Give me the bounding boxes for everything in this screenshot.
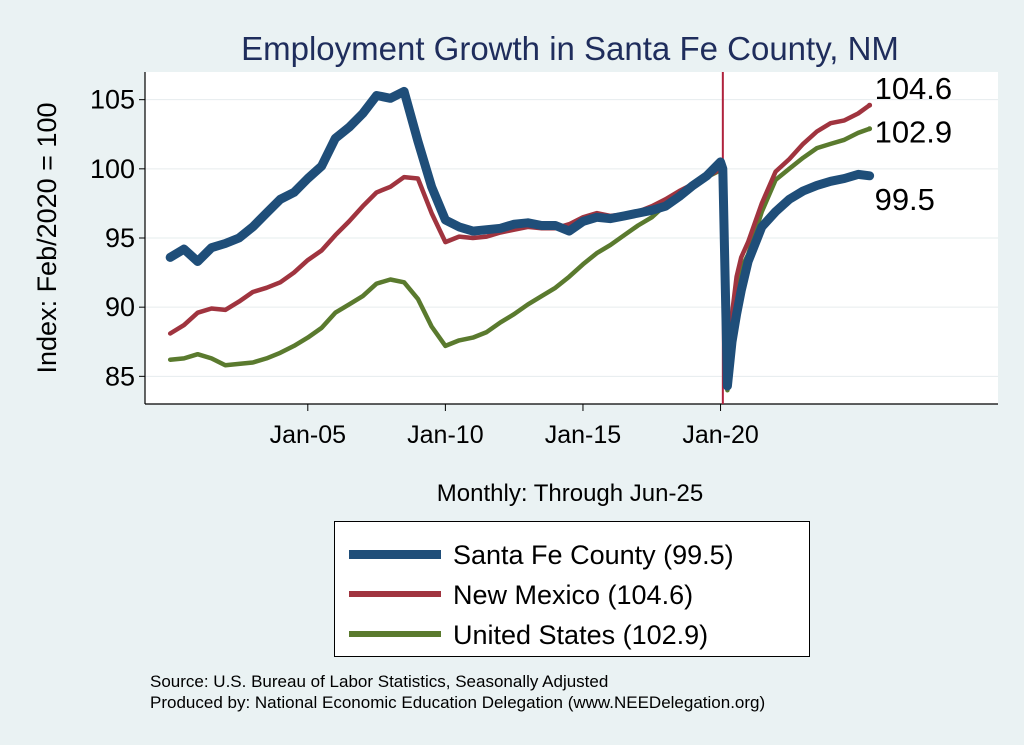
grid [145,99,998,377]
end-label-1: 104.6 [875,71,953,106]
y-tick-label-100: 100 [90,154,135,184]
source-note: Source: U.S. Bureau of Labor Statistics,… [150,671,765,713]
legend-swatch-new-mexico [349,591,441,597]
y-tick-label-105: 105 [90,85,135,115]
legend: Santa Fe County (99.5) New Mexico (104.6… [334,521,810,657]
end-labels: 99.5 104.6 102.9 [867,71,952,217]
end-point-1 [867,102,873,108]
series-line-0 [165,86,875,391]
source-line: Source: U.S. Bureau of Labor Statistics,… [150,672,609,691]
end-point-2 [867,126,873,132]
chart-title: Employment Growth in Santa Fe County, NM [241,30,899,67]
axes: 85 90 95 100 105 Jan-05 Jan-10 Jan-15 Jan-20 [90,72,998,449]
legend-swatch-santa-fe [349,550,441,559]
y-tick-label-90: 90 [105,292,135,322]
x-axis-label: Monthly: Through Jun-25 [437,480,703,507]
y-tick-label-95: 95 [105,223,135,253]
x-tick-label-Jan-10: Jan-10 [407,421,483,449]
end-label-0: 99.5 [875,182,935,217]
legend-item-new-mexico: New Mexico (104.6) [335,574,809,614]
y-axis-label: Index: Feb/2020 = 100 [32,103,62,374]
end-label-2: 102.9 [875,115,953,150]
produced-by-line: Produced by: National Economic Education… [150,693,766,712]
y-tick-label-85: 85 [105,361,135,391]
series-lines [165,86,875,393]
x-tick-label-Jan-20: Jan-20 [682,421,758,449]
legend-item-united-states: United States (102.9) [335,614,809,654]
legend-label-new-mexico: New Mexico (104.6) [453,580,694,610]
legend-item-santa-fe: Santa Fe County (99.5) [335,534,809,574]
legend-label-united-states: United States (102.9) [453,620,709,650]
end-point-0 [867,173,873,179]
x-tick-label-Jan-15: Jan-15 [545,421,621,449]
x-tick-label-Jan-05: Jan-05 [270,421,346,449]
legend-swatch-united-states [349,631,441,637]
legend-label-santa-fe: Santa Fe County (99.5) [453,540,734,570]
